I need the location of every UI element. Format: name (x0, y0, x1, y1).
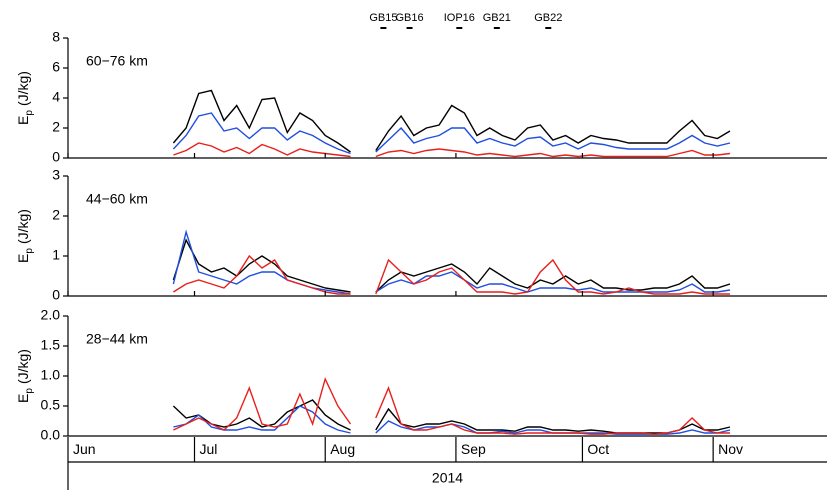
series-line (172, 89, 731, 153)
annotation: GB15 (369, 12, 397, 24)
y-axis-label-part: E (15, 254, 31, 263)
x-tick-label: Jul (200, 441, 218, 457)
annotation: GB21 (483, 12, 511, 24)
y-tick-label: 0 (52, 287, 60, 303)
y-tick-label: 1 (52, 247, 60, 263)
series-line (172, 229, 731, 295)
series-line (173, 142, 731, 158)
series-line (172, 112, 731, 155)
x-tick-label: Sep (461, 441, 486, 457)
x-tick-label: Jun (73, 441, 96, 457)
y-tick-label: 6 (52, 59, 60, 75)
y-tick-label: 1.0 (41, 367, 61, 383)
y-tick-label: 2 (52, 207, 60, 223)
y-tick-label: 8 (52, 29, 60, 45)
y-tick-label: 1.5 (41, 337, 61, 353)
series-line (172, 238, 731, 293)
y-axis-label-part: p (24, 388, 35, 394)
y-axis-label: Ep (J/kg) (15, 349, 35, 403)
y-tick-label: 0.0 (41, 427, 61, 443)
x-tick-label: Oct (587, 441, 609, 457)
y-tick-label: 2 (52, 119, 60, 135)
y-axis-label-part: E (15, 116, 31, 125)
y-axis-label-part: (J/kg) (15, 209, 31, 244)
panel-label: 28−44 km (86, 331, 148, 347)
y-axis-label-part: p (24, 110, 35, 116)
series-line (172, 399, 731, 434)
y-axis-label-part: (J/kg) (15, 349, 31, 384)
y-tick-label: 4 (52, 89, 60, 105)
series-line (173, 254, 730, 295)
y-axis-label-part: (J/kg) (15, 71, 31, 106)
y-tick-label: 0.5 (41, 397, 61, 413)
panel-label: 44−60 km (86, 191, 148, 207)
series-line (173, 377, 730, 435)
annotation: GB16 (395, 12, 423, 24)
annotation: IOP16 (444, 12, 475, 24)
panel-label: 60−76 km (86, 53, 148, 69)
x-tick-label: Nov (718, 441, 743, 457)
y-axis-label: Ep (J/kg) (15, 209, 35, 263)
x-tick-label: Aug (330, 441, 355, 457)
y-axis-label-part: E (15, 394, 31, 403)
y-tick-label: 2.0 (41, 307, 61, 323)
y-tick-label: 3 (52, 167, 60, 183)
y-axis-label-part: p (24, 248, 35, 254)
x-axis-label: 2014 (432, 470, 463, 486)
annotation: GB22 (534, 12, 562, 24)
y-axis-label: Ep (J/kg) (15, 71, 35, 125)
y-tick-label: 0 (52, 149, 60, 165)
